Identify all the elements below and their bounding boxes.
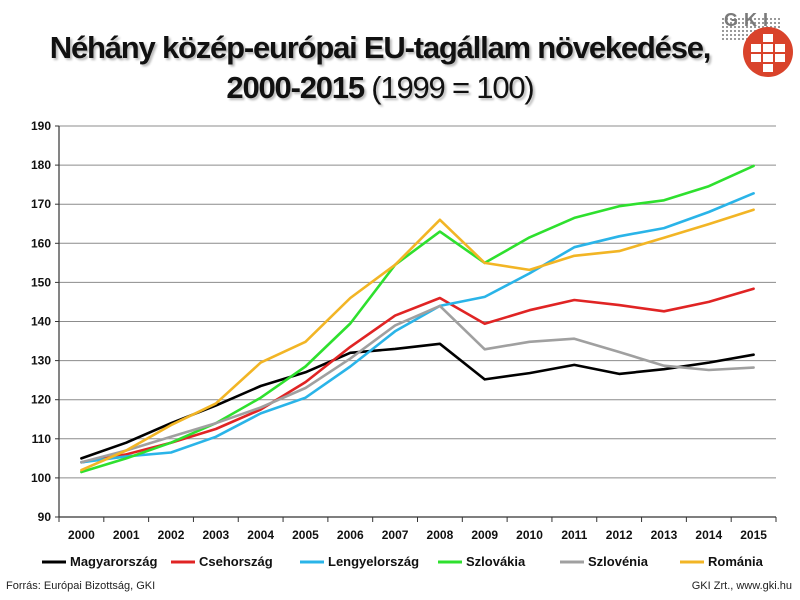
- legend-label-0: Magyarország: [70, 554, 157, 569]
- y-tick-label: 160: [31, 236, 51, 250]
- x-tick-label: 2011: [561, 528, 587, 542]
- legend-label-3: Szlovákia: [466, 554, 526, 569]
- legend-label-2: Lengyelország: [328, 554, 419, 569]
- x-tick-label: 2015: [740, 528, 767, 542]
- x-tick-label: 2003: [202, 528, 229, 542]
- legend-label-5: Románia: [708, 554, 764, 569]
- x-tick-label: 2007: [382, 528, 409, 542]
- axis-layer: 90 100 110 120 130 140 150 160 170 180 190 2000 2001…: [31, 119, 777, 542]
- series-line-2: [80, 192, 755, 464]
- title-line-1: Néhány közép-európai EU-tagállam növeked…: [49, 30, 712, 65]
- title-line-2: 2000-2015 (1999 = 100): [0, 68, 760, 108]
- x-tick-label: 2008: [427, 528, 454, 542]
- credit-note: GKI Zrt., www.gki.hu: [691, 580, 792, 592]
- y-tick-label: 180: [31, 158, 51, 172]
- x-tick-label: 2009: [471, 528, 498, 542]
- x-tick-label: 2012: [606, 528, 633, 542]
- y-tick-label: 150: [31, 275, 51, 289]
- x-tick-label: 2014: [695, 528, 722, 542]
- series-line-5: [80, 208, 755, 472]
- x-tick-label: 2013: [651, 528, 678, 542]
- series-line-3: [80, 164, 755, 474]
- gki-logo: GKI: [722, 10, 793, 77]
- x-tick-label: 2000: [68, 528, 95, 542]
- y-tick-label: 120: [31, 393, 51, 407]
- y-tick-label: 190: [31, 119, 51, 133]
- y-tick-label: 140: [31, 315, 51, 329]
- y-tick-label: 130: [31, 354, 51, 368]
- y-tick-label: 100: [31, 471, 51, 485]
- chart-title: Néhány közép-európai EU-tagállam növeked…: [0, 28, 760, 108]
- legend: Magyarország Csehország Lengyelország Szlov…: [42, 554, 764, 569]
- series-line-4: [80, 304, 755, 464]
- y-tick-label: 110: [32, 432, 52, 446]
- logo-text: GKI: [724, 10, 774, 30]
- series-line-1: [80, 287, 755, 464]
- x-tick-label: 2006: [337, 528, 364, 542]
- x-tick-label: 2001: [113, 528, 140, 542]
- x-tick-label: 2010: [516, 528, 543, 542]
- title-base: (1999 = 100): [371, 70, 534, 105]
- x-tick-label: 2002: [158, 528, 185, 542]
- logo-squares: [751, 34, 785, 72]
- title-years: 2000-2015: [226, 70, 365, 105]
- y-tick-label: 90: [38, 510, 52, 524]
- x-tick-label: 2004: [247, 528, 274, 542]
- legend-label-1: Csehország: [199, 554, 273, 569]
- x-tick-label: 2005: [292, 528, 319, 542]
- source-note: Forrás: Európai Bizottság, GKI: [6, 580, 156, 592]
- grid-layer: [59, 125, 776, 518]
- legend-label-4: Szlovénia: [588, 554, 649, 569]
- series-layer: [80, 164, 755, 474]
- y-tick-label: 170: [31, 197, 51, 211]
